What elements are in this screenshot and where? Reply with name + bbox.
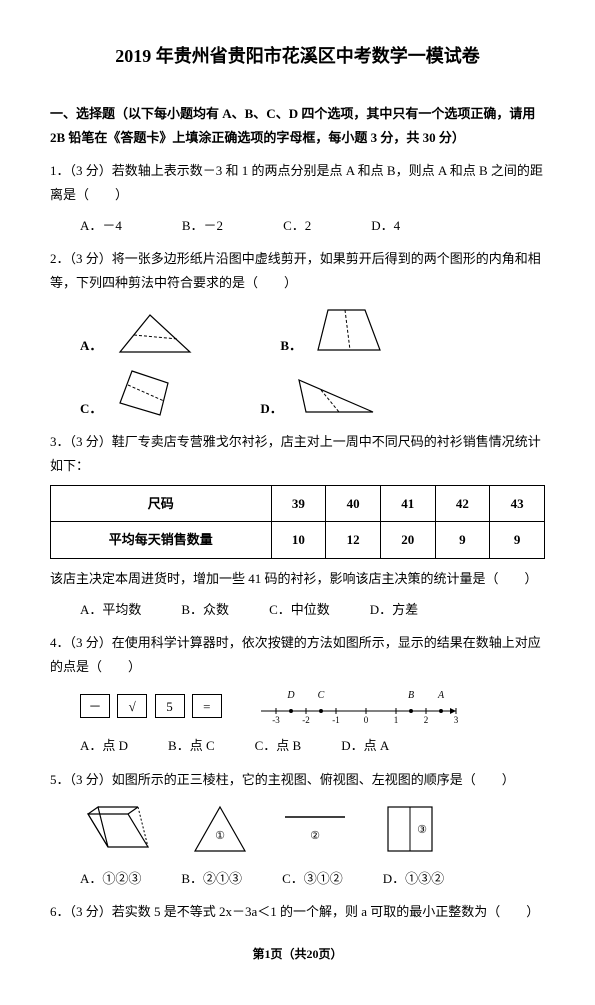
q5-opt-c: C．③①② <box>282 867 343 890</box>
line-view-icon: ② <box>280 809 350 849</box>
q4-opt-a: A．点 D <box>80 734 128 757</box>
q1-text: 1．（3 分）若数轴上表示数－3 和 1 的两点分别是点 A 和点 B，则点 A… <box>50 159 545 206</box>
q1-opt-a: A．－4 <box>80 214 122 237</box>
q2-label-d: D． <box>260 397 282 420</box>
q5-opt-a: A．①②③ <box>80 867 141 890</box>
page-footer: 第1页（共20页） <box>50 944 545 966</box>
svg-text:-1: -1 <box>332 715 340 725</box>
q4-options: A．点 D B．点 C C．点 B D．点 A <box>80 734 545 757</box>
key-minus: － <box>80 694 110 718</box>
triangle-view-icon: ① <box>190 799 250 859</box>
section-1-header: 一、选择题（以下每小题均有 A、B、C、D 四个选项，其中只有一个选项正确，请用… <box>50 102 545 149</box>
calculator-keys: － √ 5 = <box>80 694 226 718</box>
table-row: 平均每天销售数量 10 12 20 9 9 <box>51 522 545 558</box>
q2-label-b: B． <box>280 334 302 357</box>
td-v2: 12 <box>326 522 381 558</box>
q3-opt-c: C．中位数 <box>269 598 330 621</box>
triangle-cut-icon <box>110 307 200 357</box>
q1-opt-b: B．－2 <box>182 214 223 237</box>
svg-text:D: D <box>286 690 295 701</box>
td-label: 平均每天销售数量 <box>51 522 272 558</box>
q4-opt-b: B．点 C <box>168 734 215 757</box>
q3-table: 尺码 39 40 41 42 43 平均每天销售数量 10 12 20 9 9 <box>50 485 545 559</box>
q4-figure: － √ 5 = D C B A -3 -2 -1 0 1 2 3 <box>80 686 545 726</box>
q2-shape-c: C． <box>80 365 180 420</box>
key-eq: = <box>192 694 222 718</box>
q5-opt-b: B．②①③ <box>181 867 242 890</box>
svg-text:C: C <box>317 690 324 701</box>
svg-text:②: ② <box>310 830 320 842</box>
q2-text: 2．（3 分）将一张多边形纸片沿图中虚线剪开，如果剪开后得到的两个图形的内角和相… <box>50 247 545 294</box>
exam-title: 2019 年贵州省贵阳市花溪区中考数学一模试卷 <box>50 40 545 72</box>
triangle2-cut-icon <box>291 370 381 420</box>
th-43: 43 <box>490 485 545 521</box>
key-5: 5 <box>155 694 185 718</box>
svg-text:A: A <box>437 690 445 701</box>
question-5: 5．（3 分）如图所示的正三棱柱，它的主视图、俯视图、左视图的顺序是（ ） ① … <box>50 768 545 891</box>
q6-text: 6．（3 分）若实数 5 是不等式 2x－3a＜1 的一个解，则 a 可取的最小… <box>50 900 545 923</box>
svg-text:1: 1 <box>394 715 399 725</box>
q3-opt-a: A．平均数 <box>80 598 141 621</box>
q5-figure: ① ② ③ <box>80 799 545 859</box>
q4-text: 4．（3 分）在使用科学计算器时，依次按键的方法如图所示，显示的结果在数轴上对应… <box>50 631 545 678</box>
q2-shapes-row1: A． B． <box>80 302 545 357</box>
td-v3: 20 <box>380 522 435 558</box>
q2-shape-a: A． <box>80 307 200 357</box>
q2-label-c: C． <box>80 397 102 420</box>
td-v5: 9 <box>490 522 545 558</box>
svg-text:-2: -2 <box>302 715 310 725</box>
q2-shapes-row2: C． D． <box>80 365 545 420</box>
svg-text:①: ① <box>215 830 225 842</box>
table-row: 尺码 39 40 41 42 43 <box>51 485 545 521</box>
trapezoid-cut-icon <box>310 302 390 357</box>
question-2: 2．（3 分）将一张多边形纸片沿图中虚线剪开，如果剪开后得到的两个图形的内角和相… <box>50 247 545 420</box>
key-sqrt: √ <box>117 694 147 718</box>
q1-opt-d: D．4 <box>371 214 400 237</box>
number-line-icon: D C B A -3 -2 -1 0 1 2 3 <box>256 686 466 726</box>
th-41: 41 <box>380 485 435 521</box>
q5-options: A．①②③ B．②①③ C．③①② D．①③② <box>80 867 545 890</box>
q5-opt-d: D．①③② <box>383 867 444 890</box>
td-v4: 9 <box>435 522 490 558</box>
q3-opt-b: B．众数 <box>181 598 229 621</box>
th-40: 40 <box>326 485 381 521</box>
q2-label-a: A． <box>80 334 102 357</box>
q3-options: A．平均数 B．众数 C．中位数 D．方差 <box>80 598 545 621</box>
td-v1: 10 <box>271 522 326 558</box>
svg-text:2: 2 <box>424 715 429 725</box>
th-42: 42 <box>435 485 490 521</box>
question-3: 3．（3 分）鞋厂专卖店专营雅戈尔衬衫，店主对上一周中不同尺码的衬衫销售情况统计… <box>50 430 545 621</box>
svg-text:B: B <box>408 690 414 701</box>
q1-opt-c: C．2 <box>283 214 311 237</box>
q4-opt-d: D．点 A <box>341 734 389 757</box>
q2-shape-d: D． <box>260 370 380 420</box>
question-6: 6．（3 分）若实数 5 是不等式 2x－3a＜1 的一个解，则 a 可取的最小… <box>50 900 545 923</box>
q3-opt-d: D．方差 <box>370 598 418 621</box>
q5-text: 5．（3 分）如图所示的正三棱柱，它的主视图、俯视图、左视图的顺序是（ ） <box>50 768 545 791</box>
th-39: 39 <box>271 485 326 521</box>
q3-text2: 该店主决定本周进货时，增加一些 41 码的衬衫，影响该店主决策的统计量是（ ） <box>50 567 545 590</box>
q3-text: 3．（3 分）鞋厂专卖店专营雅戈尔衬衫，店主对上一周中不同尺码的衬衫销售情况统计… <box>50 430 545 477</box>
prism-icon <box>80 799 160 859</box>
svg-text:3: 3 <box>454 715 459 725</box>
quad-cut-icon <box>110 365 180 420</box>
rect-view-icon: ③ <box>380 799 440 859</box>
q2-shape-b: B． <box>280 302 390 357</box>
question-1: 1．（3 分）若数轴上表示数－3 和 1 的两点分别是点 A 和点 B，则点 A… <box>50 159 545 237</box>
th-size: 尺码 <box>51 485 272 521</box>
svg-text:0: 0 <box>364 715 369 725</box>
q1-options: A．－4 B．－2 C．2 D．4 <box>80 214 545 237</box>
q4-opt-c: C．点 B <box>255 734 302 757</box>
svg-text:③: ③ <box>417 824 427 836</box>
svg-text:-3: -3 <box>272 715 280 725</box>
question-4: 4．（3 分）在使用科学计算器时，依次按键的方法如图所示，显示的结果在数轴上对应… <box>50 631 545 757</box>
